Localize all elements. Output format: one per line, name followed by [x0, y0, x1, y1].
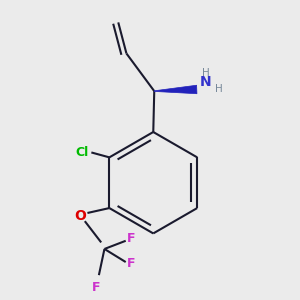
Text: Cl: Cl — [75, 146, 88, 159]
Text: F: F — [92, 281, 100, 294]
Polygon shape — [154, 85, 197, 94]
Text: H: H — [214, 84, 222, 94]
Text: N: N — [200, 75, 212, 89]
Text: F: F — [128, 232, 136, 245]
Text: H: H — [202, 68, 210, 78]
Text: F: F — [128, 257, 136, 270]
Text: O: O — [74, 209, 86, 223]
